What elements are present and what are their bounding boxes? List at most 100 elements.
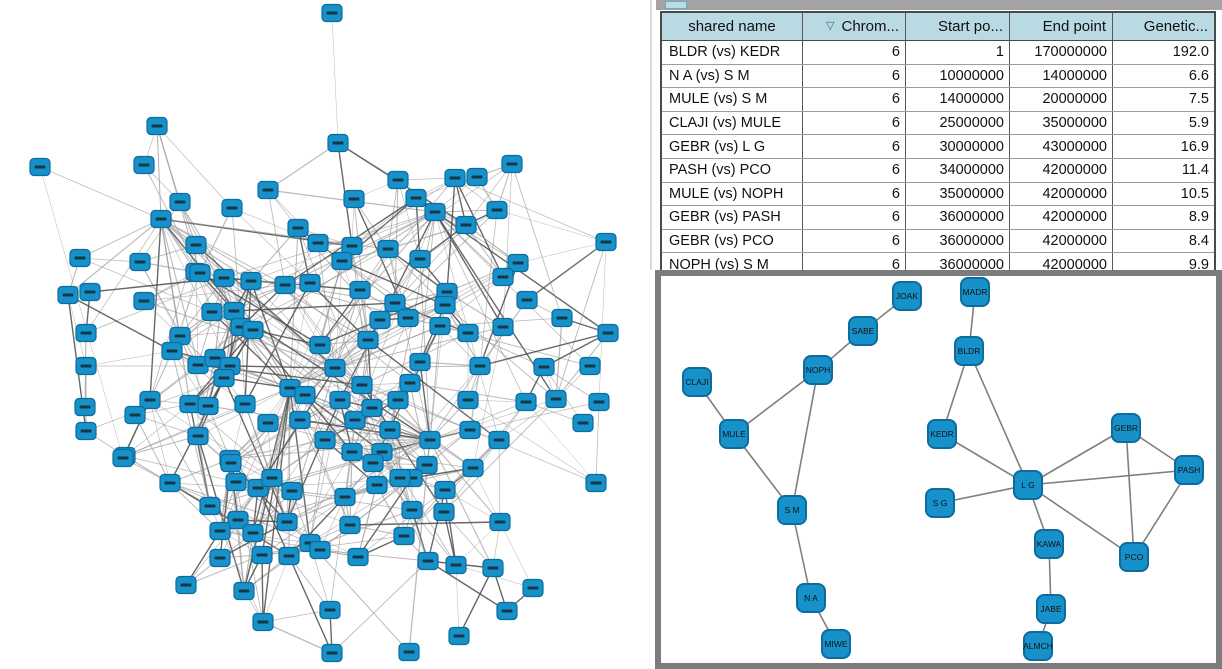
network-edge[interactable] bbox=[229, 439, 326, 460]
network-edge[interactable] bbox=[243, 532, 254, 592]
network-edge[interactable] bbox=[341, 260, 446, 306]
network-edge[interactable] bbox=[240, 326, 246, 405]
network-edge[interactable] bbox=[199, 207, 233, 274]
network-edge[interactable] bbox=[231, 207, 319, 244]
network-edge[interactable] bbox=[499, 521, 534, 589]
network-edge[interactable] bbox=[439, 276, 504, 327]
network-edge[interactable] bbox=[267, 142, 339, 191]
network-node[interactable]: PCO bbox=[1119, 542, 1149, 572]
network-edge[interactable] bbox=[139, 261, 199, 366]
network-edge[interactable] bbox=[160, 218, 286, 286]
network-edge[interactable] bbox=[351, 177, 456, 247]
network-edge[interactable] bbox=[197, 435, 211, 507]
network-edge[interactable] bbox=[309, 282, 369, 341]
network-edge[interactable] bbox=[319, 549, 429, 562]
network-edge[interactable] bbox=[85, 277, 225, 334]
network-edge[interactable] bbox=[1027, 469, 1190, 486]
network-node[interactable]: MIWE bbox=[821, 629, 851, 659]
network-edge[interactable] bbox=[334, 276, 504, 369]
network-edge[interactable] bbox=[143, 284, 286, 302]
network-edge[interactable] bbox=[39, 166, 162, 220]
table-row[interactable]: GEBR (vs) PASH 6 36000000 42000000 8.9 bbox=[662, 205, 1214, 229]
table-row[interactable]: GEBR (vs) PCO 6 36000000 42000000 8.4 bbox=[662, 228, 1214, 253]
network-node[interactable]: JABE bbox=[1036, 594, 1066, 624]
network-edge[interactable] bbox=[458, 567, 494, 637]
network-edge[interactable] bbox=[267, 189, 286, 286]
network-edge[interactable] bbox=[496, 209, 607, 243]
network-edge[interactable] bbox=[124, 435, 199, 457]
network-edge[interactable] bbox=[156, 125, 233, 209]
network-edge[interactable] bbox=[387, 179, 399, 250]
network-edge[interactable] bbox=[434, 211, 519, 264]
network-edge[interactable] bbox=[85, 350, 173, 367]
network-edge[interactable] bbox=[1027, 427, 1127, 486]
network-edge[interactable] bbox=[244, 282, 311, 405]
network-node[interactable]: NOPH bbox=[803, 355, 833, 385]
network-edge[interactable] bbox=[288, 496, 346, 557]
network-edge[interactable] bbox=[334, 325, 441, 369]
network-edge[interactable] bbox=[304, 260, 343, 396]
network-edge[interactable] bbox=[429, 401, 600, 441]
network-edge[interactable] bbox=[39, 166, 124, 459]
column-header-start-point[interactable]: Start po... bbox=[906, 13, 1010, 40]
network-edge[interactable] bbox=[968, 350, 1029, 486]
network-edge[interactable] bbox=[262, 621, 333, 654]
network-edge[interactable] bbox=[231, 207, 311, 284]
network-edge[interactable] bbox=[179, 271, 197, 337]
table-row[interactable]: MULE (vs) S M 6 14000000 20000000 7.5 bbox=[662, 87, 1214, 111]
network-edge[interactable] bbox=[149, 399, 211, 507]
network-edge[interactable] bbox=[124, 403, 246, 457]
network-edge[interactable] bbox=[79, 257, 213, 313]
network-edge[interactable] bbox=[286, 521, 359, 558]
network-edge[interactable] bbox=[223, 211, 436, 279]
network-edge[interactable] bbox=[219, 530, 311, 544]
network-edge[interactable] bbox=[387, 224, 467, 250]
network-node[interactable]: S G bbox=[925, 488, 955, 518]
network-edge[interactable] bbox=[479, 332, 609, 367]
network-edge[interactable] bbox=[351, 197, 417, 247]
network-edge[interactable] bbox=[289, 282, 311, 389]
network-edge[interactable] bbox=[467, 332, 545, 368]
network-edge[interactable] bbox=[498, 439, 501, 523]
network-edge[interactable] bbox=[317, 242, 336, 369]
network-edge[interactable] bbox=[252, 387, 291, 534]
network-edge[interactable] bbox=[284, 284, 321, 346]
network-edge[interactable] bbox=[124, 387, 291, 457]
network-edge[interactable] bbox=[169, 482, 288, 523]
network-edge[interactable] bbox=[427, 489, 446, 562]
table-row[interactable]: BLDR (vs) KEDR 6 1 170000000 192.0 bbox=[662, 41, 1214, 64]
network-edge[interactable] bbox=[525, 401, 597, 484]
network-edge[interactable] bbox=[397, 399, 401, 479]
network-edge[interactable] bbox=[409, 382, 428, 466]
network-edge[interactable] bbox=[230, 367, 336, 464]
network-node[interactable]: N A bbox=[796, 583, 826, 613]
table-row[interactable]: MULE (vs) NOPH 6 35000000 42000000 10.5 bbox=[662, 181, 1214, 206]
network-edge[interactable] bbox=[429, 365, 481, 441]
network-edge[interactable] bbox=[319, 477, 413, 551]
funnel-icon[interactable]: ▽ bbox=[826, 20, 835, 32]
network-edge[interactable] bbox=[791, 369, 819, 511]
network-edge[interactable] bbox=[419, 361, 431, 441]
network-edge[interactable] bbox=[244, 280, 252, 405]
network-edge[interactable] bbox=[357, 477, 413, 558]
network-edge[interactable] bbox=[229, 365, 336, 369]
network-edge[interactable] bbox=[376, 365, 481, 486]
column-header-end-point[interactable]: End point bbox=[1010, 13, 1113, 40]
network-edge[interactable] bbox=[124, 455, 237, 483]
network-node[interactable]: BLDR bbox=[954, 336, 984, 366]
filtered-network-view[interactable]: JOAK SABE NOPH CLAJI MULE S M N A MIWE MADR BLDR K… bbox=[655, 270, 1222, 669]
network-edge[interactable] bbox=[223, 377, 291, 389]
network-edge[interactable] bbox=[237, 519, 245, 592]
network-node[interactable]: MADR bbox=[960, 277, 990, 307]
column-header-chromosome[interactable]: ▽ Chrom... bbox=[803, 13, 906, 40]
network-edge[interactable] bbox=[284, 284, 411, 384]
network-edge[interactable] bbox=[331, 12, 339, 144]
network-edge[interactable] bbox=[252, 329, 321, 346]
network-edge[interactable] bbox=[434, 211, 591, 367]
network-edge[interactable] bbox=[543, 332, 609, 368]
network-edge[interactable] bbox=[455, 564, 460, 637]
network-edge[interactable] bbox=[359, 177, 456, 291]
network-node[interactable]: MULE bbox=[719, 419, 749, 449]
table-row[interactable]: PASH (vs) PCO 6 34000000 42000000 11.4 bbox=[662, 157, 1214, 182]
network-edge[interactable] bbox=[361, 384, 383, 453]
